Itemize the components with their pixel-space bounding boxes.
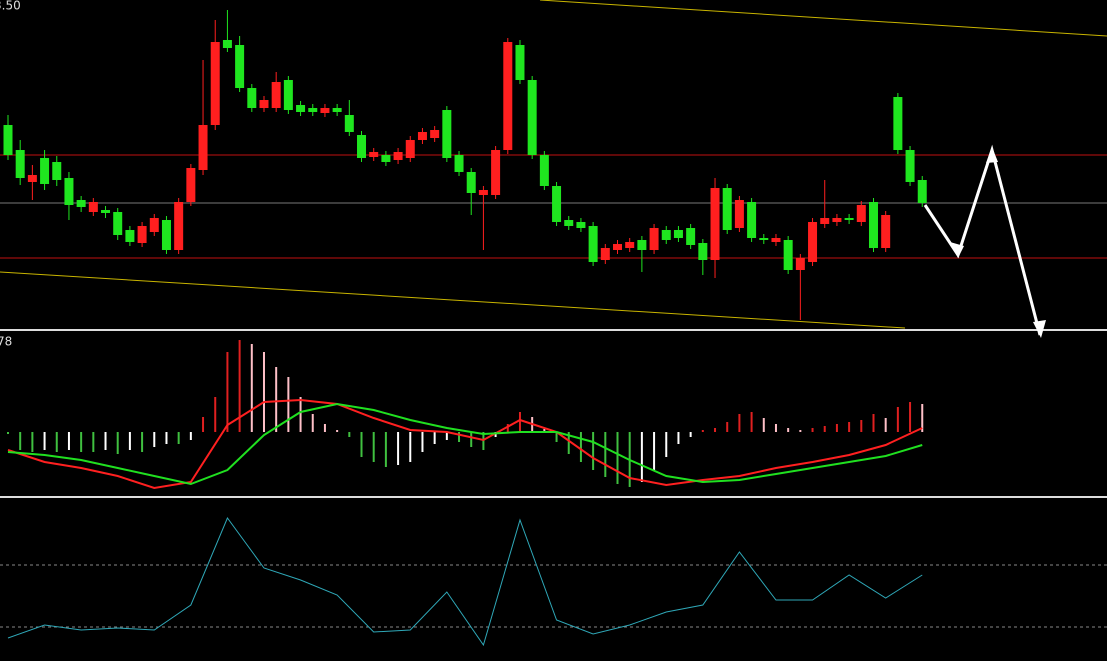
arrow-head [950, 242, 964, 258]
candle-body [76, 200, 86, 207]
price-label: 3.50 [0, 0, 21, 13]
candle-body [357, 135, 367, 158]
candle-body [722, 188, 732, 230]
candle-body [820, 218, 830, 224]
channel-line [539, 0, 1107, 37]
candle-body [40, 158, 50, 184]
candle-body [88, 202, 98, 212]
candle-body [588, 226, 598, 262]
candle-body [15, 150, 25, 178]
candle-body [271, 82, 281, 108]
candle-body [893, 97, 903, 150]
candle-body [64, 178, 74, 205]
channel-line [0, 271, 906, 329]
candle-body [466, 172, 476, 193]
candle-body [917, 180, 927, 203]
candle-body [210, 42, 220, 125]
candle-body [795, 258, 805, 270]
candle-body [393, 152, 403, 160]
candle-body [527, 80, 537, 155]
forecast-arrow [923, 144, 1042, 336]
candle-body [710, 188, 720, 260]
candle-body [247, 88, 257, 108]
candle-body [564, 220, 574, 226]
candle-body [125, 230, 135, 242]
candle-body [149, 218, 159, 232]
candle-body [320, 108, 330, 113]
candle-body [296, 105, 306, 112]
candle-body [430, 130, 440, 138]
candle-body [552, 186, 562, 222]
candle-body [405, 140, 415, 158]
candle-body [637, 240, 647, 250]
candle-body [576, 222, 586, 228]
candle-body [613, 244, 622, 250]
candle-body [344, 115, 354, 132]
candle-body [478, 190, 488, 195]
candle-body [832, 218, 842, 222]
candle-body [649, 228, 659, 250]
candle-body [600, 248, 610, 260]
candle-body [381, 155, 391, 162]
candle-body [101, 210, 111, 213]
candle-body [417, 132, 427, 140]
arrow-head [1033, 320, 1046, 338]
candle-body [686, 228, 696, 245]
oscillator-line [7, 516, 923, 647]
candle-body [515, 45, 525, 80]
candle-body [222, 40, 232, 48]
candle-body [625, 242, 635, 248]
candle-body [332, 108, 342, 112]
candle-body [454, 155, 464, 172]
candle-body [881, 215, 891, 248]
candle-body [808, 222, 818, 262]
macd-line [7, 398, 923, 490]
candle-body [844, 218, 854, 220]
candle-body [747, 202, 757, 238]
candle-body [771, 238, 781, 242]
candle-body [868, 202, 878, 248]
candle-body [186, 168, 196, 202]
candle-body [137, 226, 147, 243]
candle-body [235, 45, 245, 88]
indicator-label: 78 [0, 335, 12, 349]
candle-body [539, 155, 549, 186]
candle-body [52, 162, 62, 180]
candle-body [113, 212, 123, 235]
candle-body [783, 240, 793, 270]
candle-body [259, 100, 269, 108]
candle-body [759, 238, 769, 240]
candle-body [3, 125, 13, 155]
candle-body [198, 125, 208, 170]
candle-body [174, 202, 184, 250]
macd-line [7, 402, 923, 486]
candle-body [308, 108, 318, 112]
candle-body [442, 110, 452, 158]
candle-body [283, 80, 293, 110]
candle-body [491, 150, 501, 195]
arrow-head [986, 147, 998, 163]
candle-body [503, 42, 513, 150]
candle-body [905, 150, 915, 182]
candle-body [734, 200, 744, 228]
candle-body [27, 175, 37, 182]
candle-body [161, 220, 171, 250]
candle-body [698, 243, 708, 260]
candle-body [661, 230, 671, 240]
candle-body [856, 205, 866, 222]
candle-body [673, 230, 683, 238]
candle-body [369, 152, 379, 157]
